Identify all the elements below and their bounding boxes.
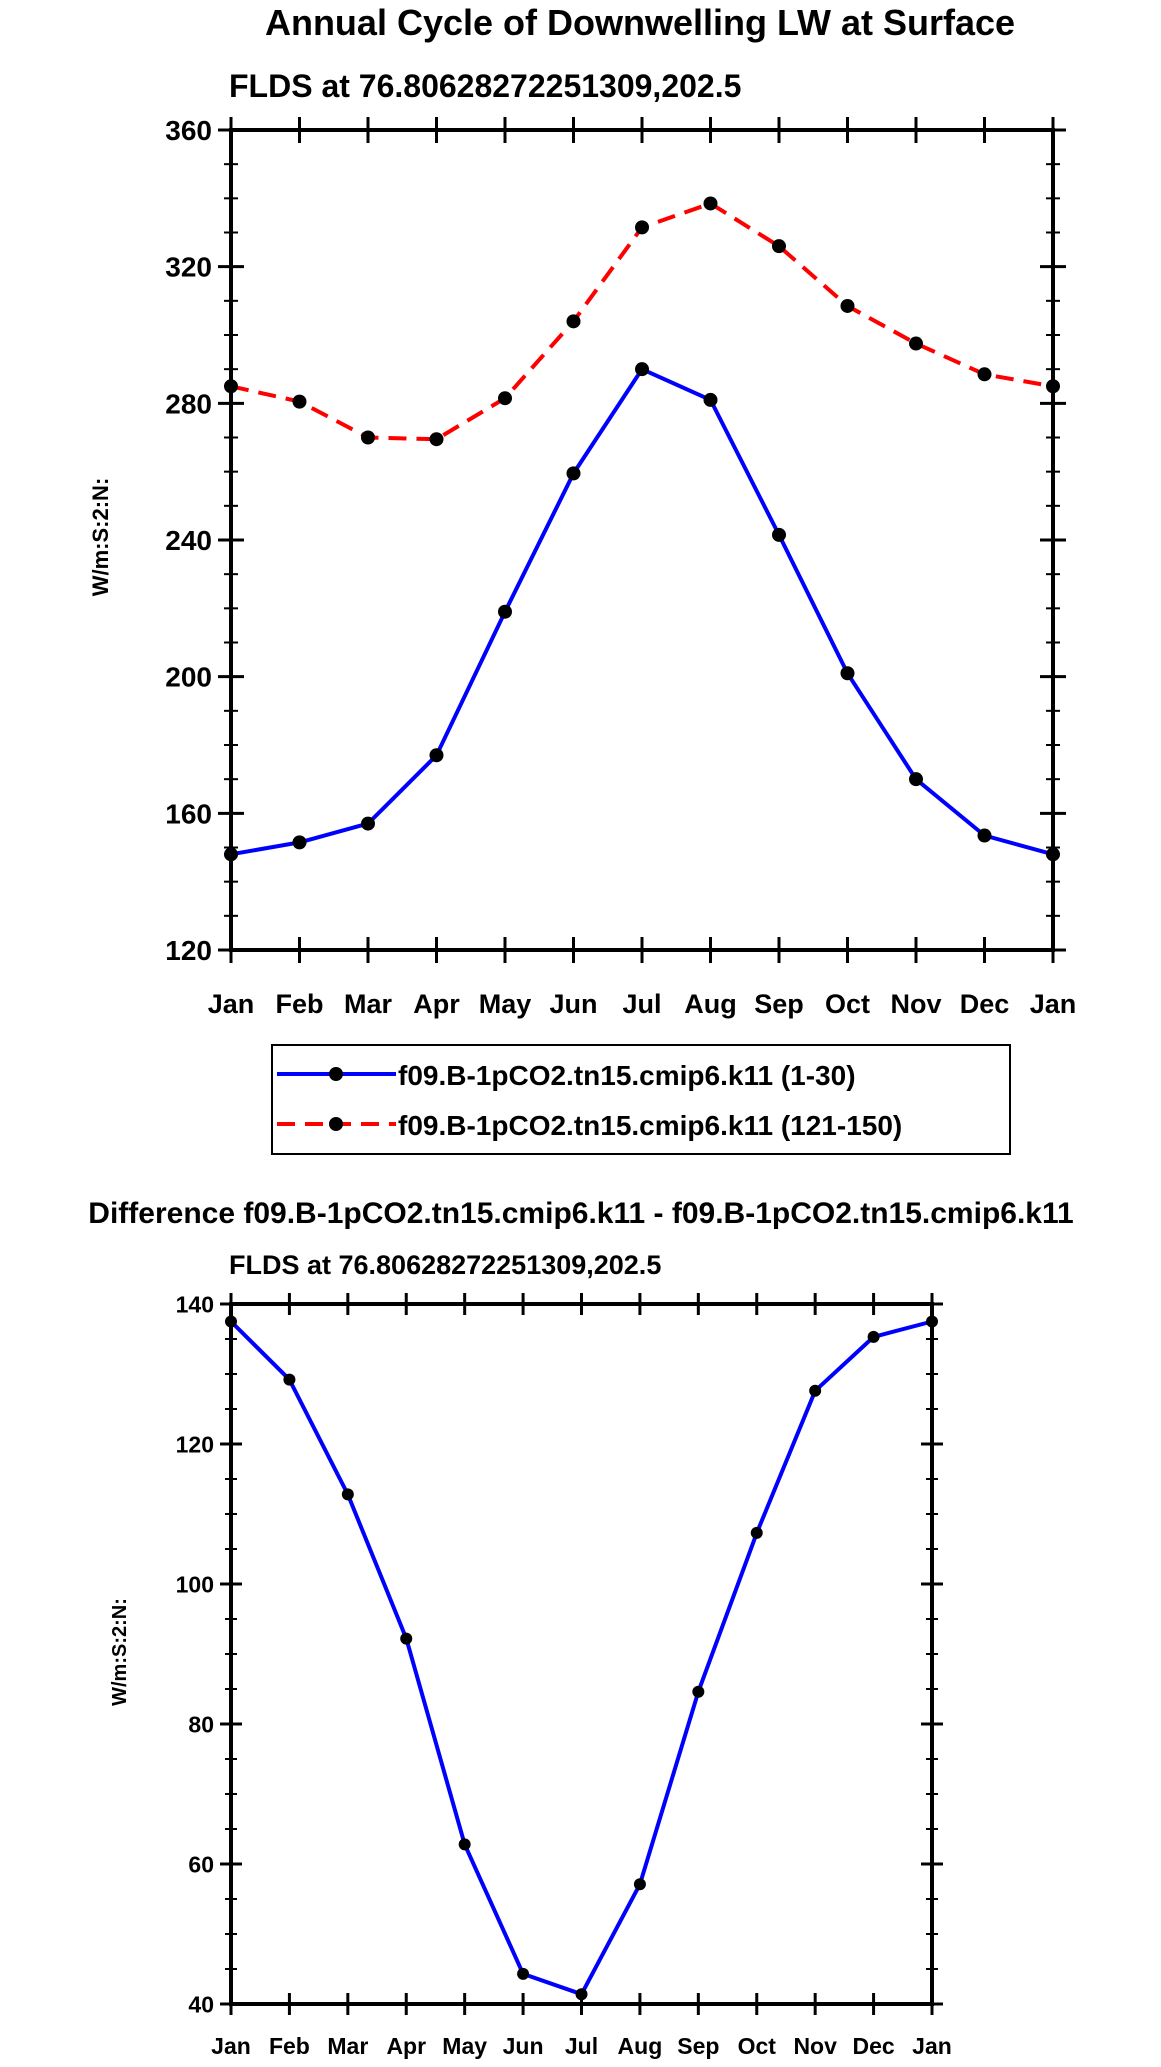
chart2-subtitle: FLDS at 76.80628272251309,202.5	[229, 1250, 661, 1280]
data-point	[361, 430, 375, 445]
x-tick-label: Aug	[618, 2033, 663, 2059]
legend-marker-series-1	[329, 1067, 343, 1081]
data-point	[429, 432, 444, 447]
x-tick-label: Jan	[211, 2033, 251, 2059]
y-tick-label: 140	[176, 1291, 214, 1317]
data-point	[458, 1838, 471, 1851]
x-tick-label: Oct	[738, 2033, 777, 2059]
x-tick-label: May	[479, 989, 532, 1019]
x-tick-label: Sep	[754, 989, 804, 1019]
y-tick-label: 60	[188, 1851, 214, 1877]
x-tick-label: Sep	[677, 2033, 719, 2059]
x-tick-label: Jun	[503, 2033, 544, 2059]
data-point	[224, 379, 238, 394]
data-point	[1046, 379, 1060, 394]
x-tick-label: Jul	[565, 2033, 598, 2059]
data-point	[809, 1384, 822, 1397]
data-point	[341, 1488, 354, 1501]
x-tick-label: Jan	[912, 2033, 952, 2059]
y-tick-label: 120	[165, 935, 212, 966]
legend-label-series-2: f09.B-1pCO2.tn15.cmip6.k11 (121-150)	[398, 1110, 902, 1141]
chart1-title: Annual Cycle of Downwelling LW at Surfac…	[265, 2, 1015, 43]
legend-label-series-1: f09.B-1pCO2.tn15.cmip6.k11 (1-30)	[398, 1060, 856, 1091]
data-point	[772, 239, 786, 254]
data-point	[429, 748, 444, 763]
chart2-ylabel: W/m:S:2:N:	[109, 1598, 131, 1706]
data-point	[498, 604, 512, 619]
data-point	[575, 1988, 588, 2001]
chart2-ticks: 40 60 80 100 120 140 Jan Feb Mar Apr May Jun Jul Aug S…	[176, 1291, 952, 2059]
y-tick-label: 280	[165, 388, 212, 419]
x-tick-label: Dec	[960, 989, 1010, 1019]
chart1-ylabel: W/m:S:2:N:	[88, 478, 113, 597]
data-point	[400, 1632, 413, 1645]
data-point	[977, 828, 992, 843]
data-point	[566, 314, 581, 329]
y-tick-label: 120	[176, 1431, 214, 1457]
data-point	[909, 772, 923, 787]
y-tick-label: 40	[188, 1991, 214, 2017]
x-tick-label: Feb	[269, 2033, 310, 2059]
x-tick-label: Aug	[684, 989, 736, 1019]
chart2-title: Difference f09.B-1pCO2.tn15.cmip6.k11 - …	[88, 1197, 1073, 1230]
series-line-2	[230, 201, 1054, 442]
data-point	[772, 527, 786, 542]
x-tick-label: Feb	[275, 989, 323, 1019]
data-point	[566, 466, 581, 481]
data-point	[1046, 847, 1060, 862]
chart1-ticks: 120 160 200 240 280 320 360 Jan Feb Mar Apr May Jun J…	[165, 115, 1076, 1019]
x-tick-label: Oct	[825, 989, 870, 1019]
data-point	[867, 1330, 880, 1343]
chart1-subtitle: FLDS at 76.80628272251309,202.5	[229, 68, 741, 104]
x-tick-label: Jun	[549, 989, 597, 1019]
x-tick-label: Dec	[852, 2033, 894, 2059]
data-point	[635, 362, 649, 377]
data-point	[498, 391, 512, 406]
data-point	[517, 1967, 530, 1980]
data-point	[977, 367, 992, 382]
y-tick-label: 240	[165, 525, 212, 556]
chart2-frame	[229, 1302, 934, 2006]
x-tick-label: Nov	[793, 2033, 837, 2059]
data-point	[692, 1685, 705, 1698]
data-point	[283, 1373, 296, 1386]
series-line-1	[230, 367, 1054, 857]
data-point	[750, 1526, 763, 1539]
y-tick-label: 320	[165, 252, 212, 283]
chart1-series	[224, 196, 1060, 862]
data-point	[840, 666, 855, 681]
y-tick-label: 100	[176, 1571, 214, 1597]
data-point	[361, 816, 375, 831]
x-tick-label: May	[442, 2033, 487, 2059]
x-tick-label: Apr	[386, 2033, 426, 2059]
legend-marker-series-2	[329, 1117, 343, 1131]
x-tick-label: Mar	[344, 989, 393, 1019]
x-tick-label: Mar	[327, 2033, 368, 2059]
data-point	[292, 394, 307, 409]
chart2-series	[225, 1315, 938, 2001]
data-point	[703, 196, 718, 211]
data-point	[909, 336, 923, 351]
chart1-legend: f09.B-1pCO2.tn15.cmip6.k11 (1-30) f09.B-…	[271, 1044, 1011, 1155]
data-point	[633, 1878, 646, 1891]
data-point	[926, 1315, 938, 1328]
data-point	[840, 298, 855, 313]
y-tick-label: 360	[165, 115, 212, 146]
y-tick-label: 160	[165, 798, 212, 829]
data-point	[225, 1315, 237, 1328]
y-tick-label: 200	[165, 662, 212, 693]
x-tick-label: Jan	[208, 989, 255, 1019]
data-point	[292, 835, 307, 850]
series-line-1	[229, 1319, 933, 1997]
x-tick-label: Apr	[413, 989, 460, 1019]
data-point	[703, 392, 718, 407]
legend-box	[271, 1044, 1011, 1155]
y-tick-label: 80	[188, 1711, 214, 1737]
x-tick-label: Jan	[1030, 989, 1077, 1019]
data-point	[224, 847, 238, 862]
x-tick-label: Nov	[890, 989, 941, 1019]
x-tick-label: Jul	[622, 989, 661, 1019]
data-point	[635, 220, 649, 235]
